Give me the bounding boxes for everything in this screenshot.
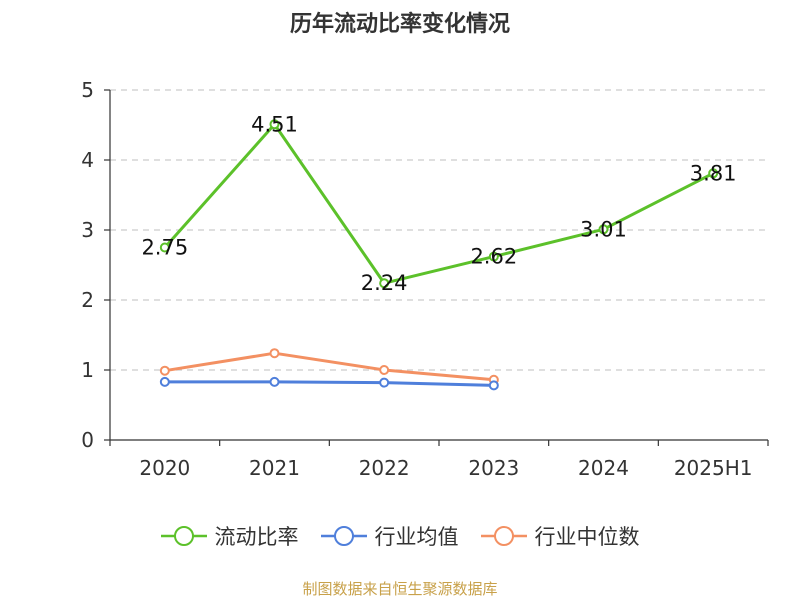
series-line	[164, 351, 494, 382]
data-point	[269, 119, 280, 130]
x-tick-label: 2023	[468, 456, 519, 480]
series-line	[164, 380, 494, 387]
data-labels: 2.75 4.51 2.24 2.62 3.01 3.81	[141, 112, 736, 295]
data-point	[379, 278, 390, 289]
legend-marker-icon	[160, 526, 207, 546]
x-tick-label: 2021	[249, 456, 300, 480]
x-tick-label: 2020	[139, 456, 190, 480]
grid-lines	[110, 89, 768, 371]
data-label: 2.62	[470, 245, 517, 269]
data-point	[159, 242, 170, 253]
legend-marker-icon	[320, 526, 367, 546]
x-tick-label: 2025H1	[674, 456, 753, 480]
y-tick-label: 5	[81, 78, 94, 102]
legend-item-industry-mean[interactable]: 行业均值	[320, 521, 459, 551]
data-point	[159, 376, 170, 387]
data-point	[269, 348, 280, 359]
series-line	[163, 122, 714, 285]
series-lines	[159, 119, 719, 391]
y-tick-label: 3	[81, 218, 94, 242]
data-point	[598, 224, 609, 235]
legend: 流动比率 行业均值 行业中位数	[0, 520, 800, 552]
data-point	[159, 365, 170, 376]
x-tick-label: 2022	[359, 456, 410, 480]
source-note: 制图数据来自恒生聚源数据库	[302, 580, 498, 598]
data-label: 3.01	[580, 217, 627, 241]
legend-item-current-ratio[interactable]: 流动比率	[160, 521, 299, 551]
y-tick-label: 2	[81, 288, 94, 312]
data-point	[488, 380, 499, 391]
y-tick-label: 0	[81, 428, 94, 452]
legend-marker-icon	[480, 526, 527, 546]
x-tick-label: 2024	[578, 456, 629, 480]
data-label: 2.75	[141, 236, 188, 260]
axes: 0 1 2 3 4 5 2020 2021 2022 2023 2024 2025H1	[81, 78, 769, 480]
data-label: 3.81	[690, 161, 737, 185]
legend-label: 行业中位数	[534, 525, 640, 549]
legend-label: 行业均值	[374, 525, 459, 549]
legend-item-industry-median[interactable]: 行业中位数	[480, 521, 640, 551]
y-tick-label: 1	[81, 358, 94, 382]
chart-title: 历年流动比率变化情况	[289, 12, 510, 37]
data-label: 2.24	[361, 271, 408, 295]
data-point	[379, 377, 390, 388]
y-tick-label: 4	[81, 148, 94, 172]
data-point	[708, 168, 719, 179]
data-label: 4.51	[251, 112, 298, 136]
legend-label: 流动比率	[214, 525, 299, 549]
data-point	[269, 376, 280, 387]
data-point	[379, 365, 390, 375]
data-point	[488, 251, 499, 262]
